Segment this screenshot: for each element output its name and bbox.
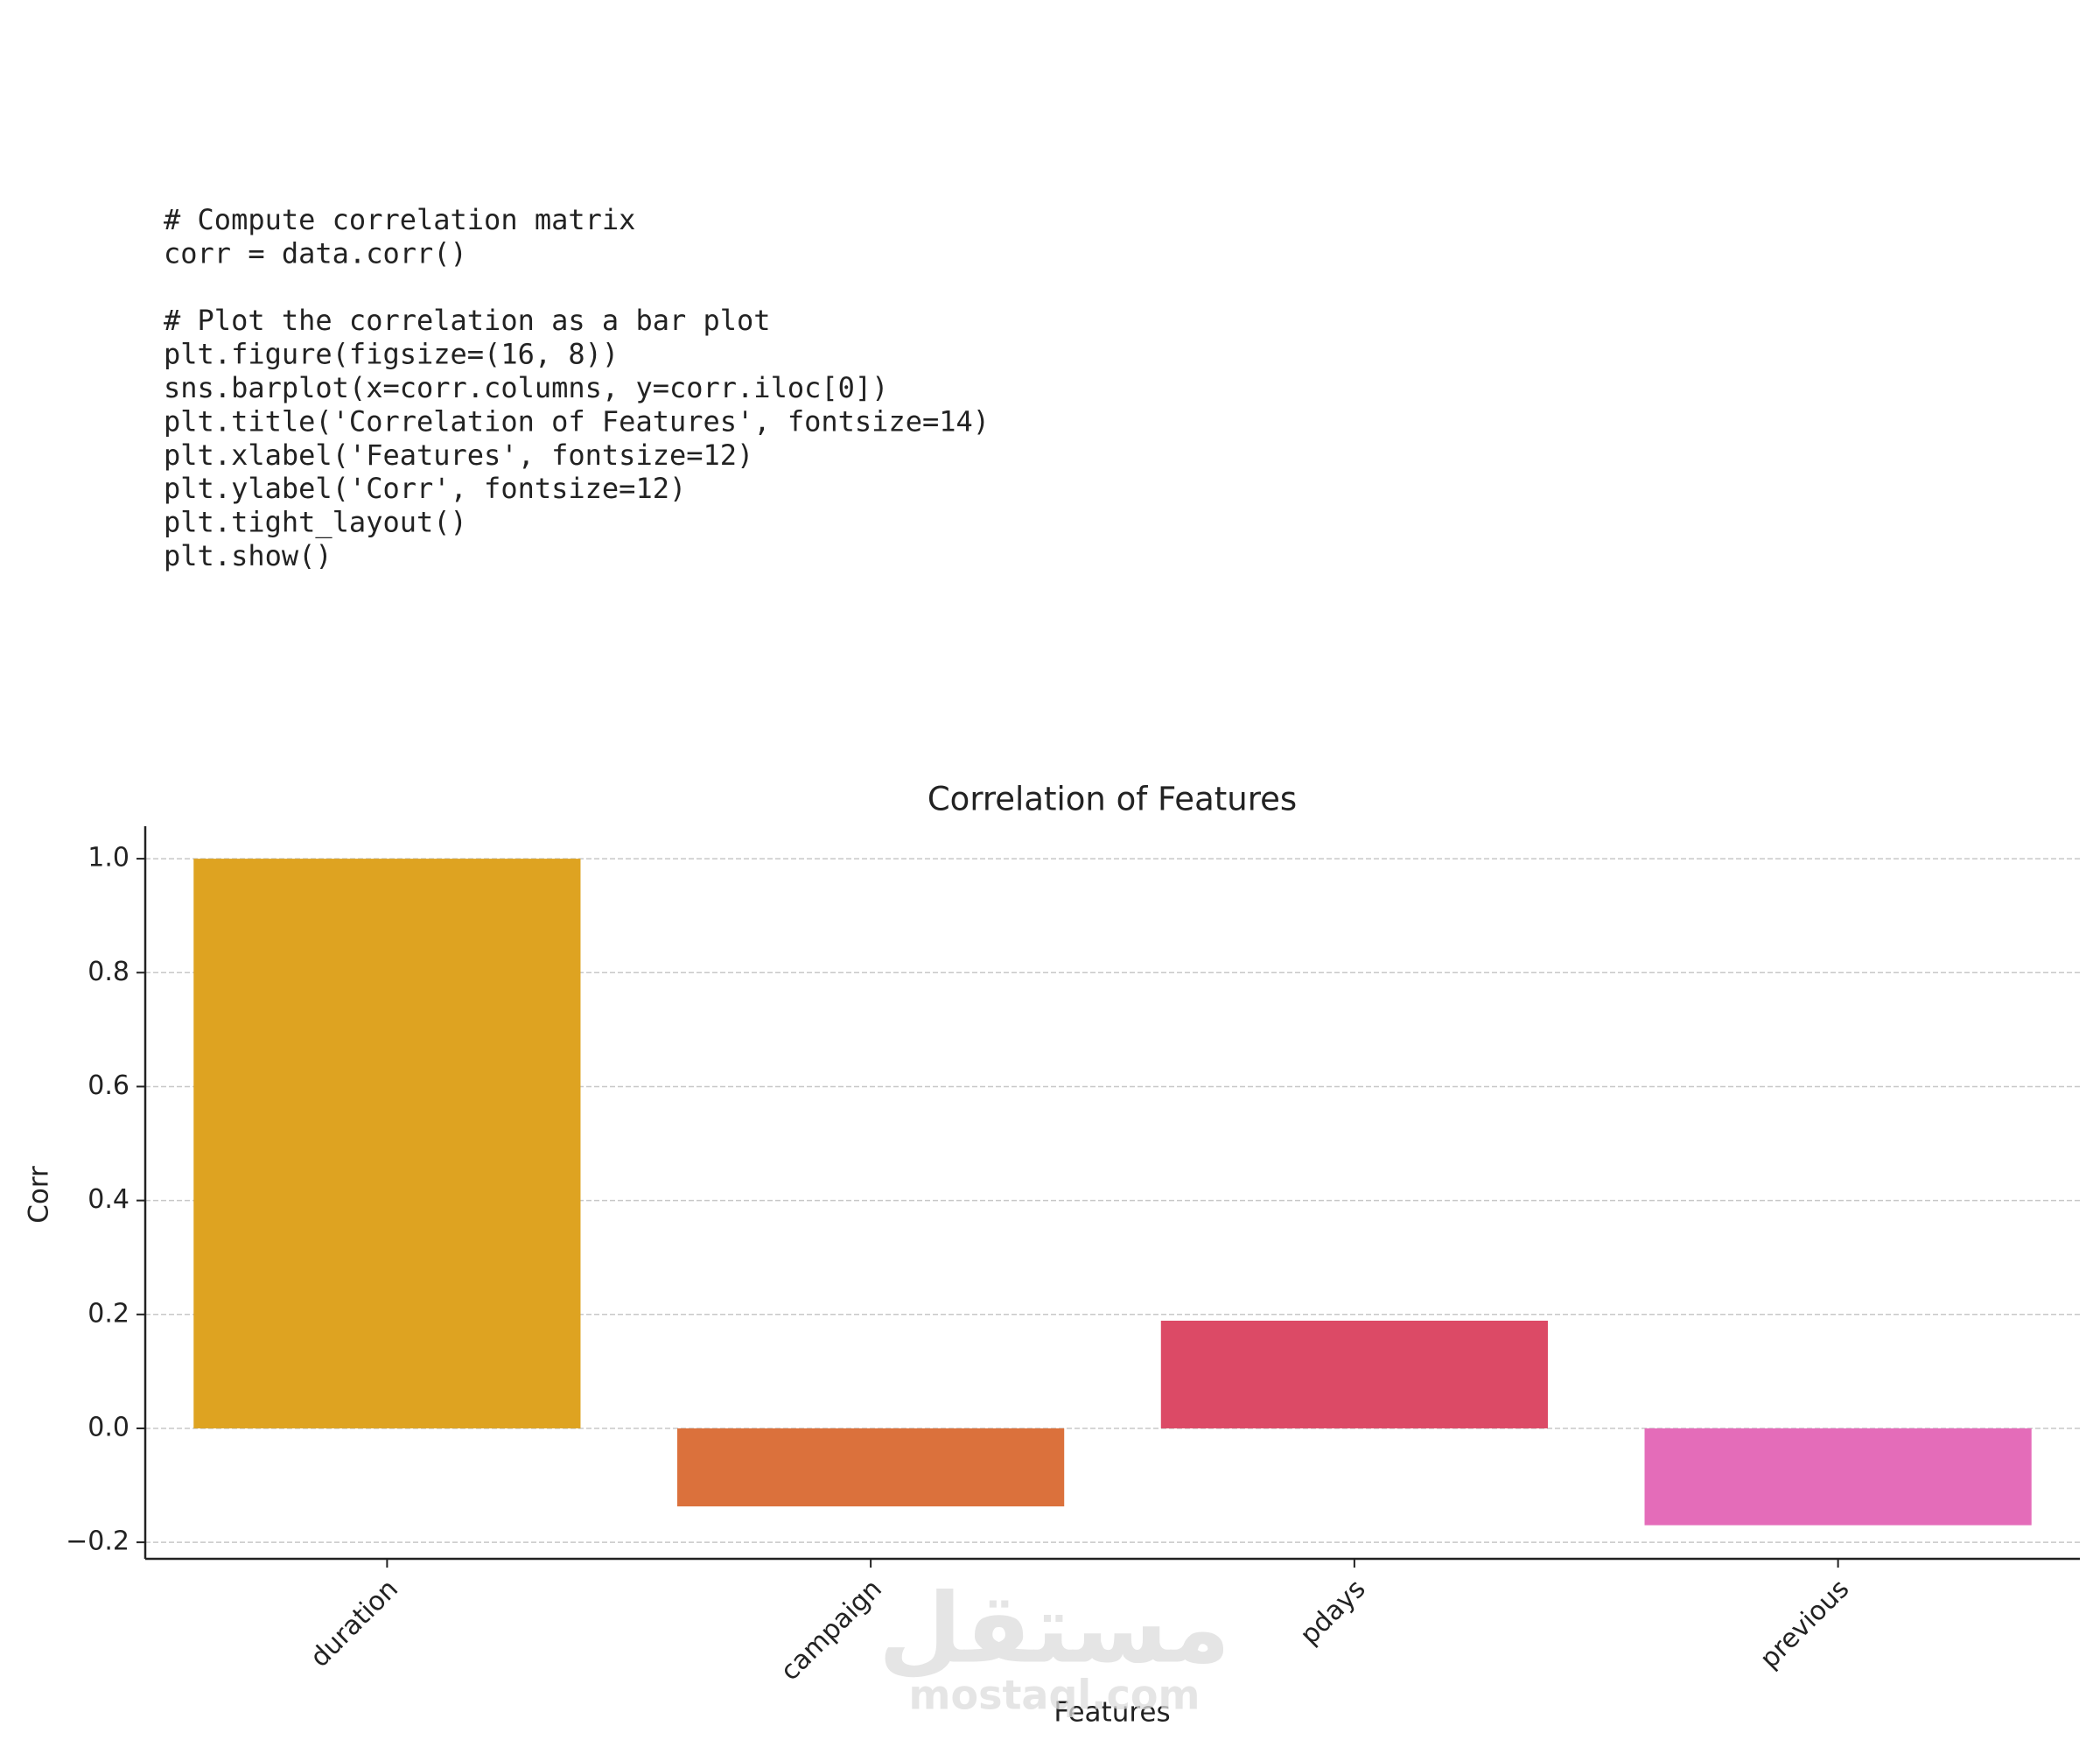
- bar: [1160, 1320, 1548, 1428]
- y-tick-label: 0.6: [88, 1070, 130, 1101]
- x-axis-label: Features: [1054, 1697, 1170, 1729]
- y-tick-label: 1.0: [88, 843, 130, 873]
- y-tick-label: 0.4: [88, 1184, 130, 1215]
- watermark-latin: mostaql.com: [909, 1672, 1200, 1719]
- bar: [193, 859, 581, 1428]
- code-line: # Plot the correlation as a bar plot: [164, 304, 771, 337]
- bar: [677, 1428, 1065, 1507]
- bar: [1644, 1428, 2032, 1526]
- y-axis-label: Corr: [24, 1166, 55, 1224]
- code-line: # Compute correlation matrix: [164, 203, 635, 236]
- code-line: plt.title('Correlation of Features', fon…: [164, 404, 990, 438]
- code-line: plt.figure(figsize=(16, 8)): [164, 338, 619, 371]
- code-line: plt.tight_layout(): [164, 506, 467, 539]
- code-line: plt.xlabel('Features', fontsize=12): [164, 438, 753, 472]
- chart-title: Correlation of Features: [928, 781, 1297, 818]
- code-line: corr = data.corr(): [164, 236, 467, 270]
- code-line: plt.show(): [164, 539, 332, 572]
- y-tick-label: −0.2: [66, 1526, 130, 1557]
- code-line: plt.ylabel('Corr', fontsize=12): [164, 472, 686, 505]
- watermark-arabic: مستقل: [878, 1572, 1230, 1684]
- y-tick-label: 0.8: [88, 957, 130, 987]
- y-tick-label: 0.0: [88, 1412, 130, 1442]
- code-line: sns.barplot(x=corr.columns, y=corr.iloc[…: [164, 371, 888, 404]
- y-tick-label: 0.2: [88, 1298, 130, 1329]
